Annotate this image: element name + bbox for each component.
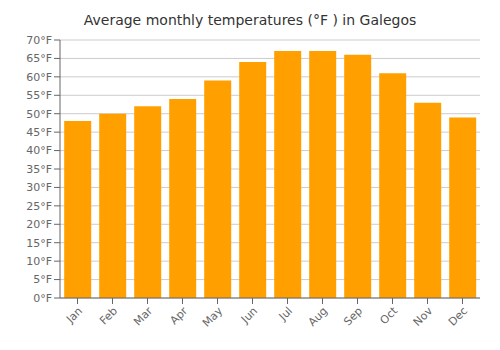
svg-text:10°F: 10°F (26, 255, 52, 268)
svg-text:50°F: 50°F (26, 108, 52, 121)
svg-text:15°F: 15°F (26, 237, 52, 250)
svg-text:Sep: Sep (341, 304, 365, 328)
svg-text:20°F: 20°F (26, 218, 52, 231)
html-text:Average monthly temperatures (: Average monthly temperatures (°F ) in Ga… (83, 12, 417, 28)
svg-text:Dec: Dec (446, 304, 470, 328)
svg-text:30°F: 30°F (26, 181, 52, 194)
svg-text:35°F: 35°F (26, 163, 52, 176)
svg-text:5°F: 5°F (33, 273, 52, 286)
svg-text:Jun: Jun (238, 304, 260, 326)
svg-text:Mar: Mar (131, 304, 155, 328)
svg-text:Aug: Aug (306, 304, 330, 328)
svg-text:70°F: 70°F (26, 34, 52, 47)
svg-text:Oct: Oct (377, 304, 400, 327)
svg-text:Jul: Jul (276, 304, 295, 323)
svg-text:Apr: Apr (167, 304, 190, 327)
svg-text:40°F: 40°F (26, 144, 52, 157)
svg-text:0°F: 0°F (33, 292, 52, 305)
svg-text:55°F: 55°F (26, 89, 52, 102)
svg-text:45°F: 45°F (26, 126, 52, 139)
svg-text:May: May (200, 304, 226, 330)
svg-text:65°F: 65°F (26, 52, 52, 65)
svg-text:Nov: Nov (411, 304, 436, 329)
svg-text:Feb: Feb (97, 304, 120, 327)
svg-text:Jan: Jan (63, 304, 85, 326)
svg-text:60°F: 60°F (26, 71, 52, 84)
svg-text:25°F: 25°F (26, 200, 52, 213)
